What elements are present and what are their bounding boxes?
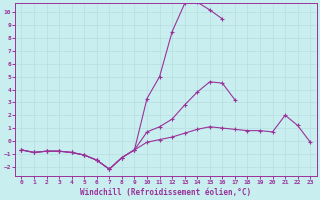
X-axis label: Windchill (Refroidissement éolien,°C): Windchill (Refroidissement éolien,°C) [80,188,252,197]
